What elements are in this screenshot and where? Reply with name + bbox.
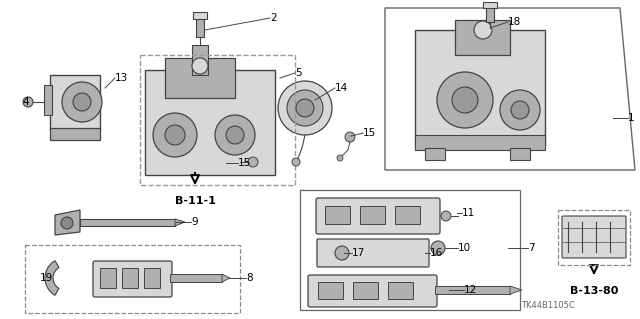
Circle shape [452, 87, 478, 113]
Bar [122, 268, 138, 288]
Circle shape [337, 155, 343, 161]
Polygon shape [55, 210, 80, 235]
Bar [144, 268, 160, 288]
Bar [100, 268, 116, 288]
Text: 5: 5 [295, 68, 301, 78]
Text: 12: 12 [464, 285, 477, 295]
Bar [318, 282, 343, 299]
Text: 8: 8 [246, 273, 253, 283]
Bar [300, 190, 520, 310]
Circle shape [345, 132, 355, 142]
FancyBboxPatch shape [93, 261, 172, 297]
Polygon shape [510, 286, 522, 294]
Bar [425, 148, 445, 160]
Bar [455, 20, 510, 55]
Circle shape [73, 93, 91, 111]
Text: 15: 15 [363, 128, 376, 138]
Bar [50, 75, 100, 130]
Bar [192, 45, 208, 75]
Bar [558, 210, 630, 265]
Bar [360, 206, 385, 224]
Text: B-11-1: B-11-1 [175, 196, 216, 206]
Circle shape [431, 241, 445, 255]
Text: 9: 9 [191, 217, 198, 227]
FancyBboxPatch shape [316, 198, 440, 234]
Bar [510, 148, 530, 160]
Bar [25, 245, 240, 313]
Text: 17: 17 [352, 248, 365, 258]
Bar [325, 206, 350, 224]
Bar [165, 58, 235, 98]
Bar [80, 219, 175, 226]
Bar [388, 282, 413, 299]
Bar [395, 206, 420, 224]
Bar [415, 135, 545, 150]
FancyBboxPatch shape [308, 275, 437, 307]
Text: 19: 19 [40, 273, 53, 283]
Text: 18: 18 [508, 17, 521, 27]
Circle shape [215, 115, 255, 155]
Bar [435, 286, 510, 294]
Bar [193, 12, 207, 19]
Bar [486, 4, 494, 22]
Circle shape [23, 97, 33, 107]
Bar [196, 15, 204, 37]
Bar [415, 30, 545, 145]
Text: 11: 11 [462, 208, 476, 218]
Circle shape [511, 101, 529, 119]
Circle shape [248, 157, 258, 167]
Circle shape [437, 72, 493, 128]
Circle shape [500, 90, 540, 130]
Circle shape [192, 58, 208, 74]
Circle shape [153, 113, 197, 157]
Bar [145, 70, 275, 175]
Circle shape [292, 158, 300, 166]
Bar [170, 274, 222, 282]
Polygon shape [175, 219, 185, 226]
Circle shape [474, 21, 492, 39]
Bar [483, 2, 497, 8]
Circle shape [62, 82, 102, 122]
Bar [50, 128, 100, 140]
Circle shape [278, 81, 332, 135]
Text: 15: 15 [238, 158, 252, 168]
Text: 7: 7 [528, 243, 534, 253]
Bar [140, 55, 295, 185]
Circle shape [441, 211, 451, 221]
FancyBboxPatch shape [317, 239, 429, 267]
Circle shape [335, 246, 349, 260]
FancyBboxPatch shape [562, 216, 626, 258]
Bar [353, 282, 378, 299]
Circle shape [165, 125, 185, 145]
Polygon shape [222, 274, 230, 282]
Text: 14: 14 [335, 83, 348, 93]
Bar [44, 85, 52, 115]
Text: 16: 16 [430, 248, 444, 258]
Text: 13: 13 [115, 73, 128, 83]
Polygon shape [45, 261, 59, 295]
Text: 1: 1 [628, 113, 635, 123]
Circle shape [287, 90, 323, 126]
Text: 4: 4 [22, 97, 29, 107]
Text: TK44B1105C: TK44B1105C [521, 300, 575, 309]
Circle shape [296, 99, 314, 117]
Circle shape [226, 126, 244, 144]
Text: 10: 10 [458, 243, 471, 253]
Text: 2: 2 [270, 13, 276, 23]
Text: B-13-80: B-13-80 [570, 286, 618, 296]
Circle shape [61, 217, 73, 229]
